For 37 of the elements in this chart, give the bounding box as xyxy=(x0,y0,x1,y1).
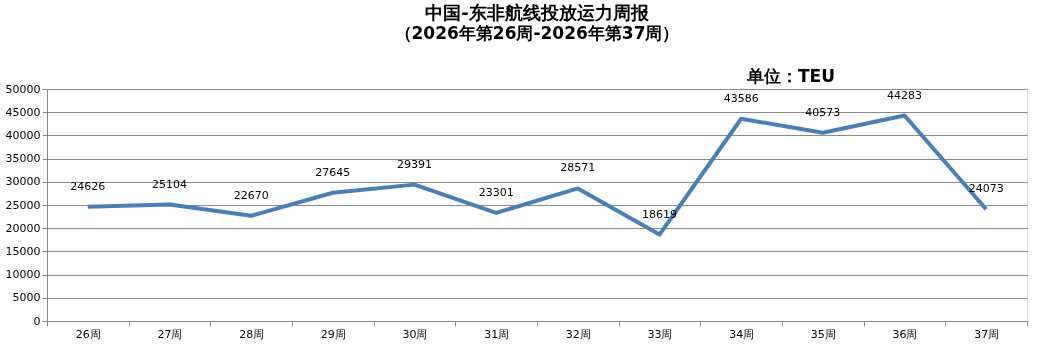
x-tick-label: 29周 xyxy=(320,327,346,341)
y-tick-label: 0 xyxy=(33,314,41,328)
text: 单位：TEU xyxy=(746,66,836,86)
data-label: 22670 xyxy=(233,188,269,202)
chart-subtitle: （2026年第26周-2026年第37周） xyxy=(394,23,680,43)
x-tick-label: 34周 xyxy=(729,327,755,341)
x-tick-label: 33周 xyxy=(647,327,673,341)
data-label: 40573 xyxy=(805,105,841,119)
y-tick-label: 5000 xyxy=(12,291,41,305)
y-tick-label: 40000 xyxy=(5,128,41,142)
x-tick-label: 28周 xyxy=(239,327,265,341)
data-label: 25104 xyxy=(152,177,187,191)
data-label: 24626 xyxy=(70,179,106,193)
y-tick-label: 50000 xyxy=(5,82,41,96)
x-tick-label: 31周 xyxy=(484,327,510,341)
y-tick-label: 35000 xyxy=(5,152,41,166)
data-label: 27645 xyxy=(315,165,351,179)
x-tick-label: 36周 xyxy=(892,327,918,341)
y-tick-label: 45000 xyxy=(5,105,41,119)
x-tick-label: 37周 xyxy=(974,327,1000,341)
x-tick-label: 26周 xyxy=(75,327,101,341)
x-tick-label: 32周 xyxy=(565,327,591,341)
x-tick-label: 27周 xyxy=(157,327,183,341)
data-label: 44283 xyxy=(887,88,922,102)
y-tick-label: 25000 xyxy=(5,198,41,212)
data-label: 29391 xyxy=(397,157,432,171)
y-tick-label: 30000 xyxy=(5,175,41,189)
data-label: 23301 xyxy=(478,185,514,199)
data-label: 24073 xyxy=(968,182,1004,196)
y-tick-label: 10000 xyxy=(5,268,41,282)
data-label: 43586 xyxy=(723,91,759,105)
chart-title: 中国-东非航线投放运力周报 xyxy=(425,2,650,23)
x-tick-label: 35周 xyxy=(810,327,836,341)
x-tick-label: 30周 xyxy=(402,327,428,341)
y-tick-label: 20000 xyxy=(5,221,41,235)
data-label: 28571 xyxy=(560,161,596,175)
y-tick-label: 15000 xyxy=(5,244,41,258)
